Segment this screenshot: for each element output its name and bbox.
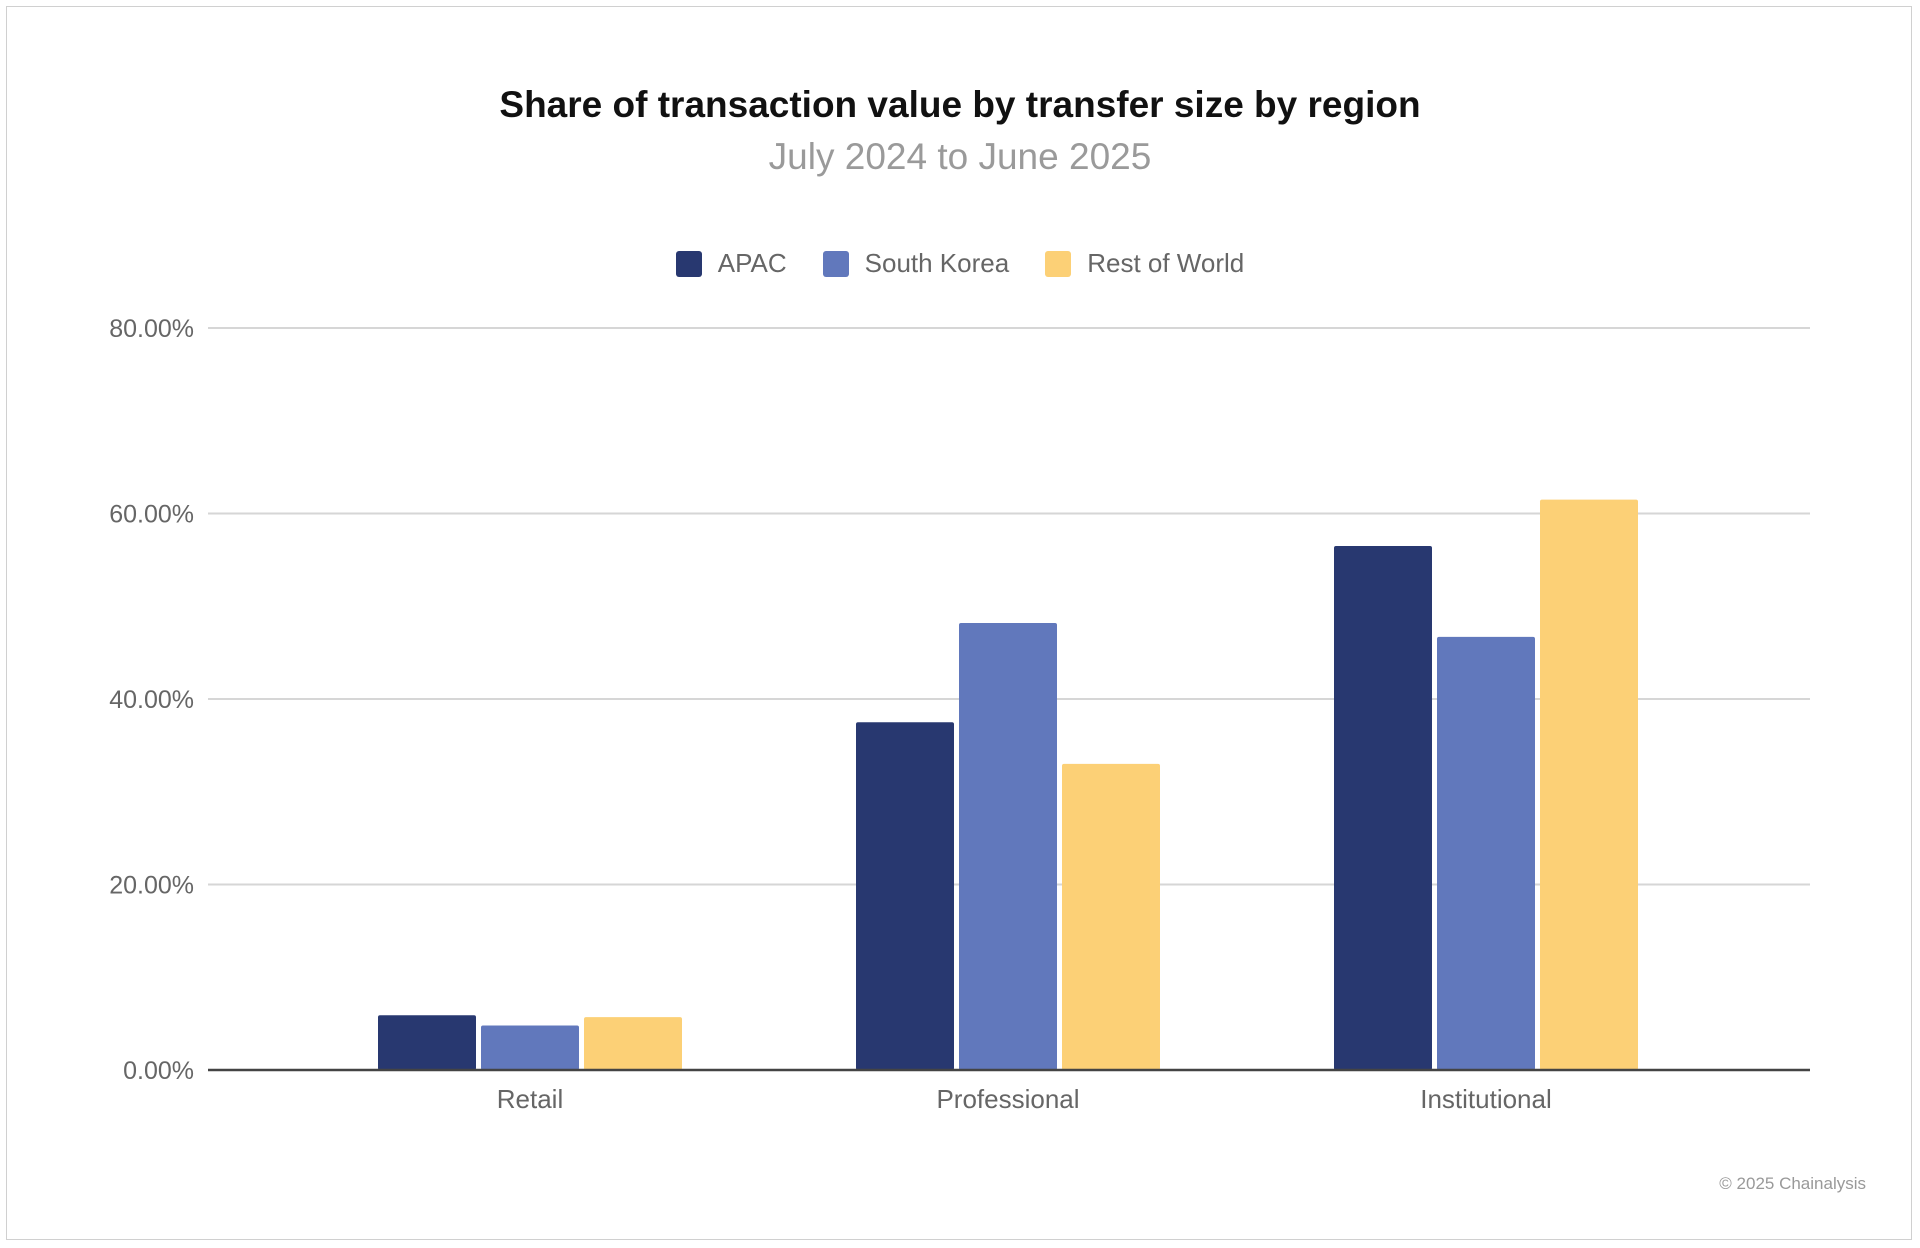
legend-swatch: [675, 250, 702, 277]
bar-south-korea: [481, 1025, 579, 1070]
chart-title: Share of transaction value by transfer s…: [499, 84, 1421, 125]
x-category-label: Professional: [936, 1084, 1079, 1114]
chart-subtitle: July 2024 to June 2025: [768, 136, 1152, 177]
bar-rest-of-world: [1540, 499, 1638, 1070]
legend-label: South Korea: [864, 248, 1010, 278]
y-tick-label: 40.00%: [109, 686, 194, 714]
x-category-label: Retail: [497, 1084, 563, 1114]
legend-swatch: [822, 250, 849, 277]
bar-apac: [1334, 545, 1432, 1070]
bar-apac: [378, 1015, 476, 1070]
legend: APAC South Korea Rest of World: [0, 248, 1920, 279]
legend-item-apac: APAC: [675, 248, 787, 279]
legend-label: APAC: [717, 248, 787, 278]
y-tick-label: 0.00%: [123, 1057, 194, 1085]
copyright: © 2025 Chainalysis: [1719, 1174, 1866, 1193]
bar-south-korea: [959, 622, 1057, 1070]
y-tick-label: 20.00%: [109, 872, 194, 900]
legend-swatch: [1045, 250, 1072, 277]
legend-item-south-korea: South Korea: [822, 248, 1010, 279]
chart-frame: [6, 6, 1912, 1240]
legend-label: Rest of World: [1087, 248, 1245, 278]
legend-item-rest-of-world: Rest of World: [1045, 248, 1244, 279]
bar-rest-of-world: [1062, 763, 1160, 1070]
x-category-label: Institutional: [1420, 1084, 1552, 1114]
y-tick-label: 80.00%: [109, 315, 194, 343]
y-tick-label: 60.00%: [109, 501, 194, 529]
bar-apac: [856, 722, 954, 1070]
bar-rest-of-world: [584, 1017, 682, 1070]
bar-south-korea: [1437, 636, 1535, 1070]
